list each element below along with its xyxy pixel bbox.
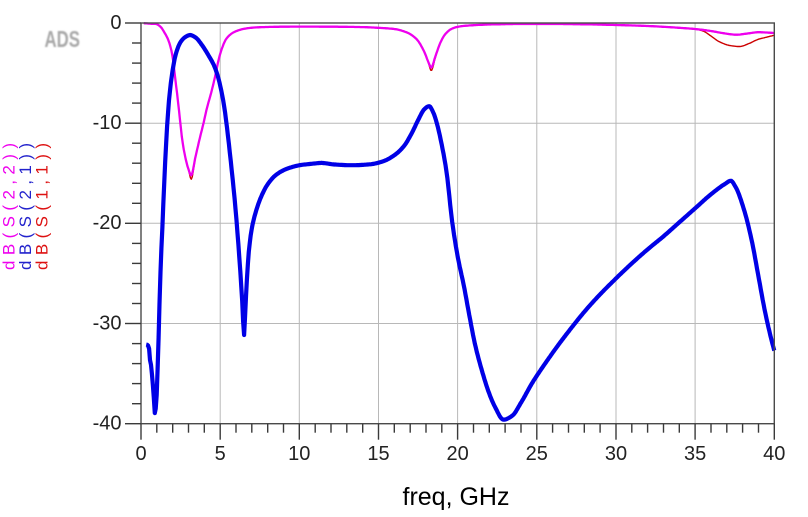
- svg-text:dB(S(1,1)): dB(S(1,1)): [33, 138, 52, 270]
- svg-text:20: 20: [446, 443, 468, 465]
- svg-text:ADS: ADS: [45, 27, 80, 52]
- svg-text:freq, GHz: freq, GHz: [403, 483, 510, 511]
- svg-text:25: 25: [526, 443, 548, 465]
- svg-text:40: 40: [763, 443, 785, 465]
- svg-text:-10: -10: [93, 112, 122, 134]
- svg-text:dB(S(2,1)): dB(S(2,1)): [16, 138, 35, 270]
- svg-text:0: 0: [135, 443, 146, 465]
- svg-text:5: 5: [215, 443, 226, 465]
- svg-text:30: 30: [605, 443, 627, 465]
- svg-text:-40: -40: [93, 413, 122, 435]
- svg-text:15: 15: [367, 443, 389, 465]
- svg-text:35: 35: [684, 443, 706, 465]
- svg-text:0: 0: [110, 12, 121, 34]
- svg-text:10: 10: [288, 443, 310, 465]
- svg-text:dB(S(2,2)): dB(S(2,2)): [0, 138, 19, 270]
- svg-text:-30: -30: [93, 312, 122, 334]
- svg-text:-20: -20: [93, 212, 122, 234]
